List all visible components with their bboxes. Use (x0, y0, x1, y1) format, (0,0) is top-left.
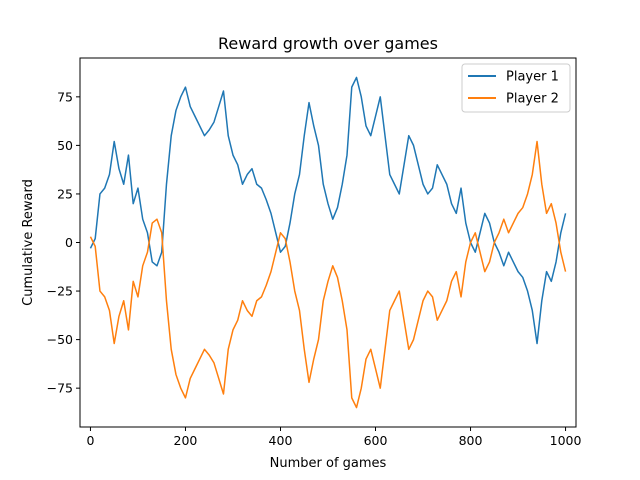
y-tick-label: 50 (57, 138, 73, 153)
chart-title: Reward growth over games (218, 34, 438, 53)
x-tick-label: 400 (269, 433, 293, 448)
x-tick-label: 800 (459, 433, 483, 448)
y-axis: −75 −50 −25 0 25 50 75 (47, 89, 80, 396)
x-tick-label: 200 (174, 433, 198, 448)
legend-label-player-2: Player 2 (506, 92, 559, 107)
legend-label-player-1: Player 1 (506, 70, 559, 85)
y-tick-label: 0 (65, 235, 73, 250)
y-tick-label: 25 (57, 186, 73, 201)
x-tick-label: 600 (364, 433, 388, 448)
y-tick-label: −50 (47, 332, 73, 347)
y-tick-label: −25 (47, 284, 73, 299)
legend: Player 1 Player 2 (461, 63, 571, 113)
x-tick-label: 0 (86, 433, 94, 448)
series-layer (89, 76, 567, 409)
y-tick-label: 75 (57, 89, 73, 104)
x-axis-label: Number of games (270, 456, 387, 471)
series-line-player-2 (89, 140, 567, 409)
y-tick-label: −75 (47, 381, 73, 396)
y-axis-label: Cumulative Reward (21, 179, 36, 306)
series-line-player-1 (89, 76, 567, 345)
x-tick-label: 1000 (550, 433, 582, 448)
x-axis: 0 200 400 600 800 1000 (86, 427, 582, 448)
